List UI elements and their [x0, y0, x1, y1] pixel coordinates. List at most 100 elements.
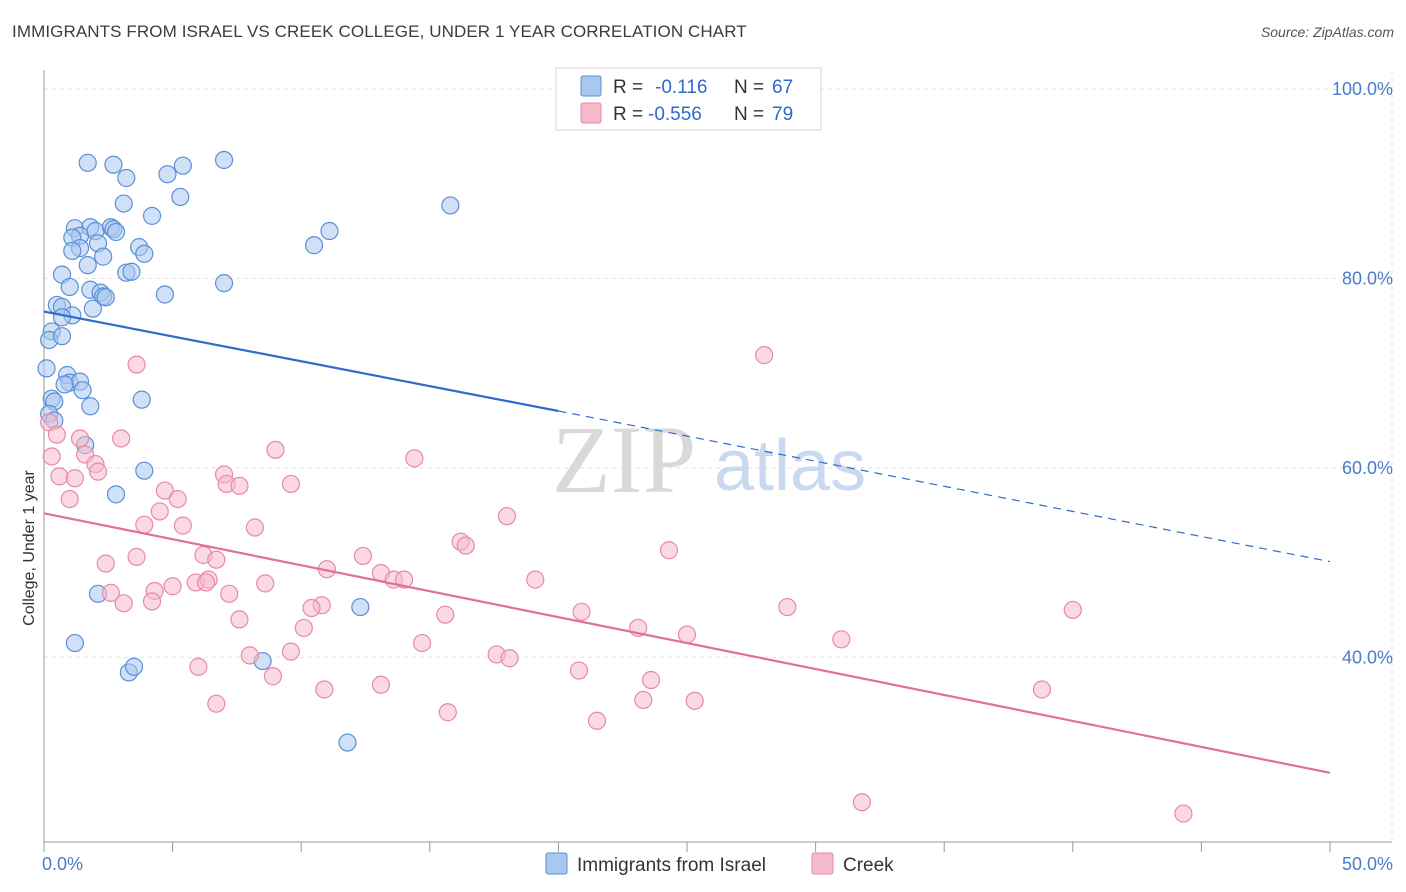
series-immigrants-from-israel	[37, 150, 460, 752]
data-point	[60, 489, 79, 509]
data-point	[245, 518, 265, 537]
data-point	[230, 476, 249, 495]
data-point	[263, 667, 283, 686]
data-point	[832, 630, 851, 649]
data-point	[55, 375, 74, 394]
data-point	[436, 605, 455, 624]
legend-r-value: -0.116	[655, 77, 707, 98]
y-tick-label: 100.0%	[1332, 79, 1393, 99]
legend-swatch-blue	[545, 852, 568, 875]
data-point	[101, 583, 120, 602]
data-point	[196, 573, 216, 592]
data-point	[155, 285, 174, 304]
correlation-legend: R = -0.116 N = 67 R = -0.556 N = 79	[555, 67, 822, 131]
data-point	[50, 467, 69, 486]
data-point	[685, 691, 704, 710]
data-point	[117, 168, 136, 188]
data-point	[142, 592, 162, 611]
trendline-creek	[43, 512, 1331, 774]
data-point	[852, 793, 871, 812]
data-point	[81, 397, 100, 416]
data-point	[294, 618, 313, 638]
series-creek	[40, 346, 1193, 823]
data-point	[112, 429, 131, 448]
watermark: ZIP atlas	[552, 406, 866, 513]
data-point	[135, 515, 154, 534]
data-point	[405, 449, 424, 468]
data-point	[214, 274, 234, 293]
data-point	[106, 485, 126, 504]
data-point	[78, 153, 97, 172]
trendlines	[43, 310, 1331, 774]
data-point	[351, 597, 370, 617]
data-point	[132, 390, 151, 409]
data-point	[127, 355, 146, 374]
data-point	[65, 633, 84, 653]
trendline-israel	[43, 310, 559, 413]
data-point	[526, 570, 545, 589]
data-point	[70, 429, 90, 448]
legend-r-value: -0.556	[648, 104, 702, 125]
legend-r-label: R =	[613, 104, 643, 125]
legend-n-label: N =	[734, 77, 764, 98]
data-point	[569, 661, 589, 680]
data-point	[207, 550, 226, 569]
data-point	[63, 241, 82, 261]
y-tick-label: 40.0%	[1342, 647, 1393, 667]
data-point	[371, 675, 391, 694]
data-point	[214, 150, 234, 170]
legend-swatch-blue	[580, 75, 602, 97]
data-point	[1063, 600, 1082, 620]
data-point	[106, 222, 126, 242]
data-point	[150, 502, 169, 521]
data-point	[173, 516, 192, 535]
data-point	[207, 694, 226, 713]
data-point	[281, 474, 301, 494]
data-point	[42, 447, 61, 466]
data-point	[677, 625, 697, 644]
data-point	[412, 633, 432, 653]
watermark-atlas: atlas	[714, 426, 866, 506]
data-point	[37, 359, 56, 378]
data-point	[60, 277, 79, 297]
legend-n-label: N =	[734, 104, 764, 125]
data-point	[394, 570, 414, 589]
data-point	[304, 236, 324, 255]
data-point	[158, 165, 177, 184]
data-point	[659, 541, 679, 560]
data-point	[641, 670, 661, 690]
data-point	[47, 425, 66, 444]
data-point	[114, 594, 133, 613]
data-point	[88, 462, 108, 481]
data-point	[500, 649, 519, 668]
data-point	[1174, 804, 1193, 823]
watermark-zip: ZIP	[552, 406, 696, 513]
data-point	[338, 733, 357, 752]
data-point	[456, 536, 475, 555]
data-point	[353, 546, 373, 566]
legend-series-label: Creek	[843, 855, 894, 876]
data-point	[168, 489, 187, 509]
data-point	[497, 507, 517, 526]
legend-n-value: 79	[772, 104, 793, 125]
tick-labels: 40.0% 60.0% 80.0% 100.0% 0.0% 50.0%	[42, 79, 1393, 874]
data-point	[114, 194, 133, 213]
legend-swatch-pink	[811, 852, 834, 875]
data-point	[438, 703, 457, 722]
data-point	[281, 642, 301, 661]
legend-swatch-pink	[580, 102, 602, 124]
data-point	[173, 156, 192, 175]
data-point	[256, 574, 275, 593]
y-tick-label: 80.0%	[1342, 268, 1393, 288]
data-point	[755, 346, 774, 365]
data-point	[96, 554, 115, 573]
data-point	[266, 440, 285, 459]
data-point	[189, 657, 208, 676]
y-tick-label: 60.0%	[1342, 458, 1393, 478]
data-point	[230, 610, 249, 629]
data-point	[96, 288, 115, 307]
data-point	[163, 577, 182, 596]
data-point	[220, 584, 239, 603]
chart-title: IMMIGRANTS FROM ISRAEL VS CREEK COLLEGE,…	[12, 22, 747, 41]
